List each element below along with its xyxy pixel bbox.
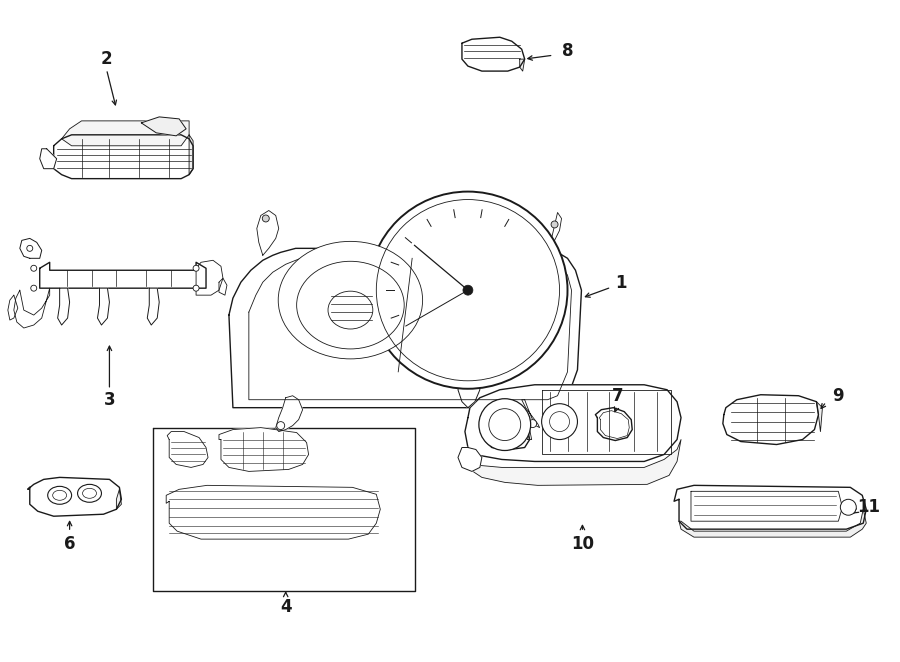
Polygon shape (458, 372, 480, 408)
Text: 2: 2 (101, 50, 112, 68)
Polygon shape (674, 485, 866, 529)
Text: 8: 8 (562, 42, 573, 60)
Polygon shape (256, 211, 279, 256)
Circle shape (463, 285, 473, 295)
Polygon shape (116, 489, 122, 509)
Ellipse shape (278, 242, 423, 359)
Circle shape (31, 285, 37, 291)
Polygon shape (14, 288, 50, 328)
Polygon shape (40, 149, 57, 169)
Text: 11: 11 (857, 498, 879, 516)
Polygon shape (229, 248, 581, 408)
Circle shape (551, 221, 558, 228)
Circle shape (262, 215, 269, 222)
Polygon shape (28, 477, 122, 516)
Polygon shape (141, 117, 186, 136)
Polygon shape (167, 432, 208, 467)
Polygon shape (54, 135, 194, 179)
Text: 5: 5 (494, 399, 506, 416)
Text: 9: 9 (832, 387, 844, 404)
Text: 3: 3 (104, 391, 115, 408)
Text: 1: 1 (616, 274, 627, 292)
Polygon shape (484, 418, 530, 449)
Circle shape (194, 285, 199, 291)
Polygon shape (465, 385, 681, 461)
Text: 6: 6 (64, 535, 76, 553)
Polygon shape (153, 428, 415, 591)
Polygon shape (723, 395, 818, 444)
Circle shape (27, 246, 32, 252)
Polygon shape (20, 238, 41, 258)
Polygon shape (596, 408, 632, 440)
Polygon shape (219, 428, 309, 471)
Text: 10: 10 (571, 535, 594, 553)
Polygon shape (196, 260, 223, 295)
Polygon shape (519, 59, 525, 71)
Polygon shape (219, 278, 227, 295)
Ellipse shape (77, 485, 102, 502)
Circle shape (276, 422, 284, 430)
Polygon shape (544, 213, 562, 252)
Polygon shape (97, 288, 110, 325)
Polygon shape (527, 430, 532, 440)
Polygon shape (8, 295, 18, 320)
Circle shape (31, 265, 37, 271)
Polygon shape (522, 400, 540, 428)
Polygon shape (458, 448, 482, 471)
Polygon shape (275, 396, 302, 432)
Text: 7: 7 (611, 387, 623, 404)
Ellipse shape (48, 487, 72, 504)
Circle shape (841, 499, 856, 515)
Text: 4: 4 (280, 598, 292, 616)
Polygon shape (166, 485, 381, 539)
Polygon shape (468, 440, 681, 485)
Polygon shape (40, 262, 206, 288)
Polygon shape (679, 509, 866, 537)
Polygon shape (58, 288, 69, 325)
Circle shape (542, 404, 578, 440)
Polygon shape (148, 288, 159, 325)
Ellipse shape (368, 191, 568, 389)
Circle shape (528, 420, 536, 428)
Polygon shape (61, 121, 189, 146)
Circle shape (479, 399, 531, 451)
Polygon shape (462, 37, 525, 71)
Polygon shape (816, 402, 823, 432)
Polygon shape (189, 135, 194, 175)
Circle shape (194, 265, 199, 271)
